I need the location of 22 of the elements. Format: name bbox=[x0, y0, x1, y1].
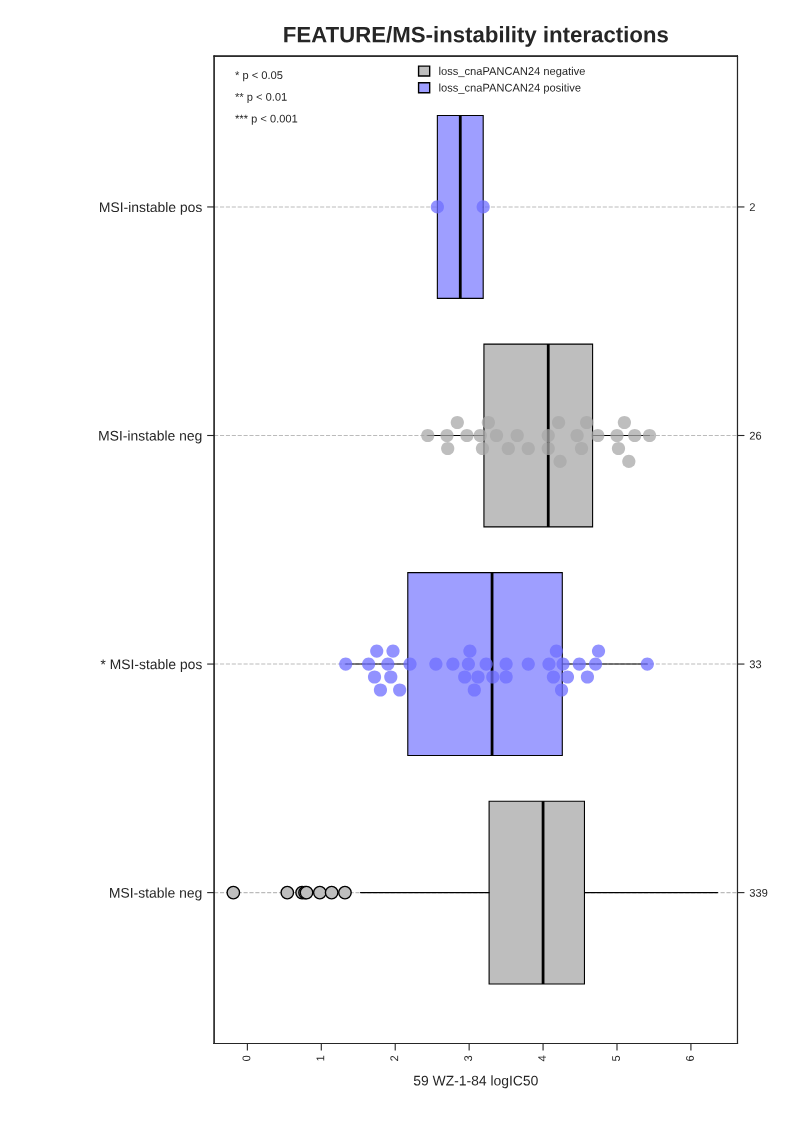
x-axis-title: 59 WZ-1-84 logIC50 bbox=[413, 1075, 538, 1089]
x-tick-label: 5 bbox=[612, 1055, 620, 1061]
x-tick-label: 0 bbox=[242, 1055, 251, 1062]
x-tick-label: 1 bbox=[316, 1055, 325, 1061]
annotation: *** p < 0.001 bbox=[235, 114, 298, 125]
y-tick-label: * MSI-stable pos bbox=[100, 659, 202, 672]
legend-label: loss_cnaPANCAN24 negative bbox=[439, 66, 585, 78]
y2-tick-label: 2 bbox=[749, 203, 755, 211]
chart-title: FEATURE/MS-instability interactions bbox=[284, 26, 668, 47]
y-tick-label: MSI-instable pos bbox=[100, 201, 202, 215]
y2-tick-label: 339 bbox=[749, 888, 768, 897]
y-tick-label: MSI-stable neg bbox=[110, 887, 202, 901]
x-tick-label: 2 bbox=[390, 1055, 399, 1061]
y2-tick-label: 26 bbox=[749, 431, 762, 440]
x-tick-label: 4 bbox=[538, 1055, 546, 1062]
x-tick-label: 3 bbox=[464, 1055, 473, 1062]
x-tick-label: 6 bbox=[686, 1055, 694, 1061]
y-tick-label: MSI-instable neg bbox=[99, 430, 202, 444]
legend-label: loss_cnaPANCAN24 positive bbox=[439, 83, 581, 94]
y2-tick-label: 33 bbox=[749, 660, 762, 669]
annotation: ** p < 0.01 bbox=[235, 92, 287, 103]
annotation: * p < 0.05 bbox=[235, 71, 283, 82]
